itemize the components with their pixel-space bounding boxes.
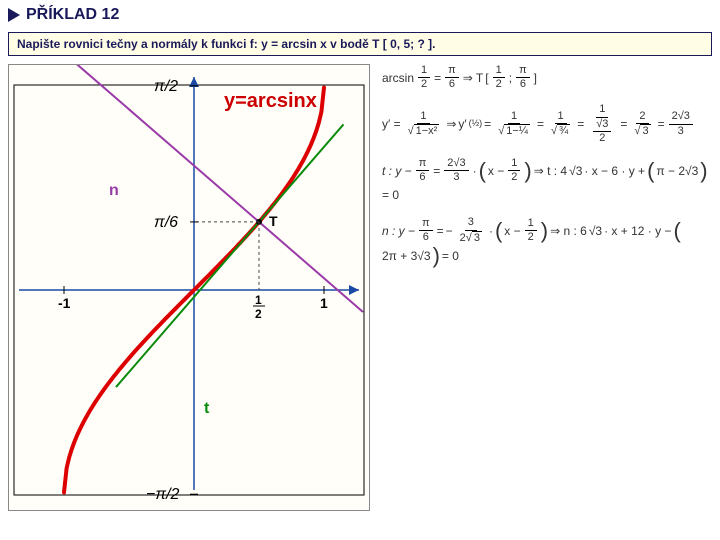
p: ) — [700, 162, 707, 180]
txt: [ — [485, 69, 488, 87]
txt: = — [577, 115, 584, 133]
d: 3 — [450, 171, 462, 184]
n: 1 — [508, 110, 520, 124]
n: π — [516, 64, 530, 78]
p: ( — [647, 162, 654, 180]
txt: ⇒ n : 6 — [550, 222, 587, 240]
txt: ; — [509, 69, 512, 87]
txt: = 0 — [442, 247, 459, 265]
svg-text:1: 1 — [255, 293, 262, 307]
txt: ⇒ t : 4 — [534, 162, 567, 180]
txt: n : y − — [382, 222, 415, 240]
txt: = — [537, 115, 544, 133]
n: 1 — [555, 110, 567, 124]
d: 6 — [517, 78, 529, 91]
d: 6 — [446, 78, 458, 91]
txt: arcsin — [382, 69, 414, 87]
n: π — [445, 64, 459, 78]
d: √32 — [588, 118, 616, 145]
txt: x − — [488, 162, 504, 180]
sub: (½) — [469, 117, 483, 131]
d: 2√3 — [457, 231, 485, 245]
txt: = — [437, 222, 444, 240]
n: π — [416, 157, 430, 171]
n: π — [419, 217, 433, 231]
p: ( — [673, 222, 680, 240]
txt: y′ = — [382, 115, 401, 133]
svg-text:T: T — [269, 213, 278, 229]
txt: ⇒ — [446, 115, 456, 133]
txt: = 0 — [382, 186, 399, 204]
p: ( — [495, 222, 502, 240]
svg-text:2: 2 — [255, 307, 262, 321]
txt: = — [658, 115, 665, 133]
n: 2 — [636, 110, 648, 124]
d: 2 — [493, 78, 505, 91]
txt: ⇒ T — [463, 69, 484, 87]
txt: y′ — [458, 115, 466, 133]
svg-text:y=arcsinx: y=arcsinx — [224, 90, 317, 112]
txt: ] — [534, 69, 537, 87]
d: √1−x² — [405, 124, 443, 138]
n: 2√3 — [444, 157, 468, 171]
svg-text:t: t — [204, 400, 210, 417]
n: 1 — [508, 157, 520, 171]
math-line-3: t : y − π6 = 2√33 · ( x − 12 ) ⇒ t : 4 √… — [382, 157, 712, 204]
svg-text:π/6: π/6 — [154, 214, 178, 231]
txt: · x − 6 · y + — [584, 162, 645, 180]
txt: x − — [504, 222, 520, 240]
txt: √3 — [589, 222, 602, 240]
d: 6 — [420, 231, 432, 244]
txt: = — [484, 115, 491, 133]
d: √1−¼ — [495, 124, 533, 138]
n: 3 — [465, 216, 477, 230]
n: 1 — [596, 103, 608, 117]
example-title: PŘÍKLAD 12 — [26, 6, 119, 24]
p: ( — [479, 162, 486, 180]
txt: = — [433, 162, 440, 180]
n: 1 — [525, 217, 537, 231]
n: 1 — [493, 64, 505, 78]
txt: − — [446, 222, 453, 240]
problem-statement: Napište rovnici tečny a normály k funkci… — [8, 32, 712, 56]
txt: 2π + 3√3 — [382, 247, 431, 265]
p: ) — [541, 222, 548, 240]
d: 6 — [416, 171, 428, 184]
txt: · x + 12 · y − — [604, 222, 671, 240]
svg-text:n: n — [109, 182, 119, 199]
txt: = — [620, 115, 627, 133]
d: √3 — [631, 124, 653, 138]
d: √¾ — [548, 124, 573, 138]
example-marker — [8, 8, 20, 22]
d: 3 — [675, 125, 687, 138]
math-line-2: y′ = 1√1−x² ⇒ y′ (½) = 1√1−¼ = 1√¾ = 1√3… — [382, 103, 712, 145]
math-line-1: arcsin 12 = π6 ⇒ T [ 12 ; π6 ] — [382, 64, 712, 91]
svg-text:π/2: π/2 — [154, 78, 178, 95]
txt: · — [489, 222, 493, 240]
svg-text:1: 1 — [320, 295, 328, 311]
arcsin-chart: T-1112π/2π/6−π/2y=arcsinxtn — [8, 64, 370, 511]
txt: · — [473, 162, 477, 180]
txt: π − 2√3 — [656, 162, 698, 180]
txt: t : y − — [382, 162, 412, 180]
p: ) — [433, 247, 440, 265]
d: 2 — [508, 171, 520, 184]
n: 1 — [418, 64, 430, 78]
txt: √3 — [569, 162, 582, 180]
txt: = — [434, 69, 441, 87]
d: 2 — [525, 231, 537, 244]
n: 2√3 — [669, 110, 693, 124]
svg-text:−π/2: −π/2 — [146, 486, 180, 503]
p: ) — [524, 162, 531, 180]
math-derivation: arcsin 12 = π6 ⇒ T [ 12 ; π6 ] y′ = 1√1−… — [382, 64, 712, 511]
svg-text:-1: -1 — [58, 295, 71, 311]
n: 1 — [417, 110, 429, 124]
d: 2 — [418, 78, 430, 91]
math-line-4: n : y − π6 = − 32√3 · ( x − 12 ) ⇒ n : 6… — [382, 216, 712, 264]
